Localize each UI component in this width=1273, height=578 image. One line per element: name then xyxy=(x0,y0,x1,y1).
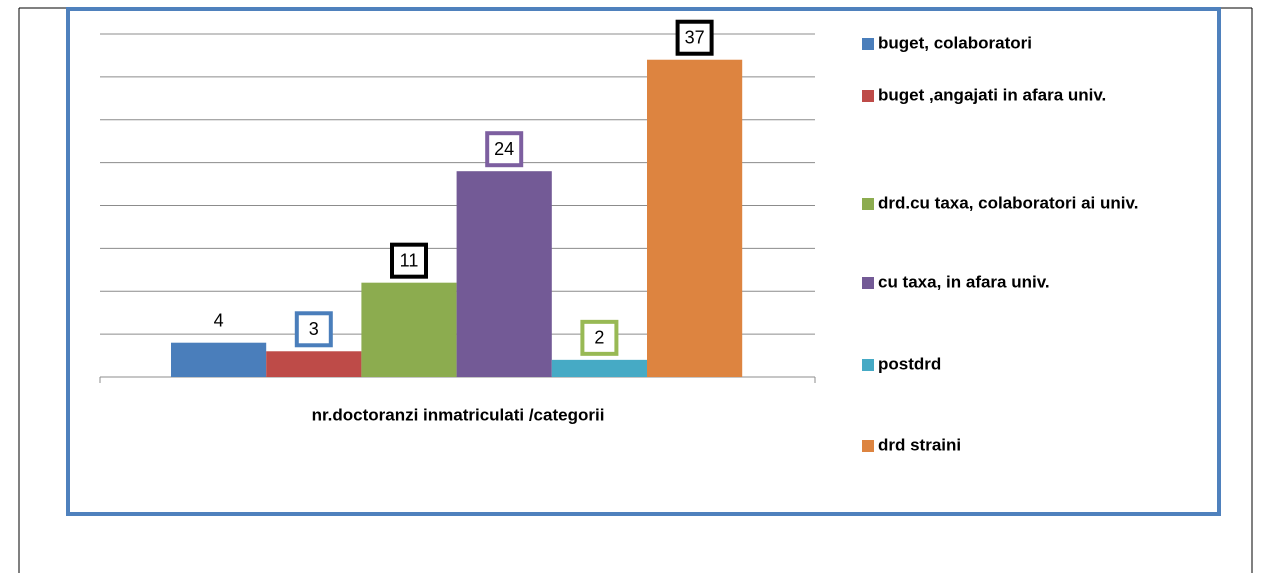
legend-swatch xyxy=(862,90,874,102)
legend-swatch xyxy=(862,277,874,289)
legend-label: drd straini xyxy=(878,435,961,454)
legend-label: cu taxa, in afara univ. xyxy=(878,272,1050,291)
legend-swatch xyxy=(862,359,874,371)
legend-label: buget ,angajati in afara univ. xyxy=(878,85,1106,104)
bar xyxy=(456,171,552,377)
legend-swatch xyxy=(862,198,874,210)
data-label: 37 xyxy=(685,27,705,47)
data-label-box xyxy=(390,242,428,279)
data-label-box xyxy=(294,311,333,348)
data-label: 11 xyxy=(400,250,419,270)
bar xyxy=(266,351,362,377)
bar xyxy=(551,359,647,377)
data-label-box xyxy=(580,319,619,356)
data-label-box xyxy=(675,19,714,56)
legend-swatch xyxy=(862,38,874,50)
bar xyxy=(171,342,267,377)
data-label: 24 xyxy=(494,139,514,159)
category-label: nr.doctoranzi inmatriculati /categorii xyxy=(312,405,605,424)
data-label: 3 xyxy=(309,319,319,339)
chart-frame xyxy=(66,7,1221,516)
legend-label: buget, colaboratori xyxy=(878,33,1032,52)
bar xyxy=(647,59,743,377)
legend-swatch xyxy=(862,440,874,452)
data-label-box xyxy=(485,131,524,168)
legend-label: postdrd xyxy=(878,354,941,373)
data-label: 2 xyxy=(594,328,604,348)
data-label: 4 xyxy=(214,310,224,330)
legend-label: drd.cu taxa, colaboratori ai univ. xyxy=(878,193,1138,212)
bar xyxy=(361,282,457,377)
